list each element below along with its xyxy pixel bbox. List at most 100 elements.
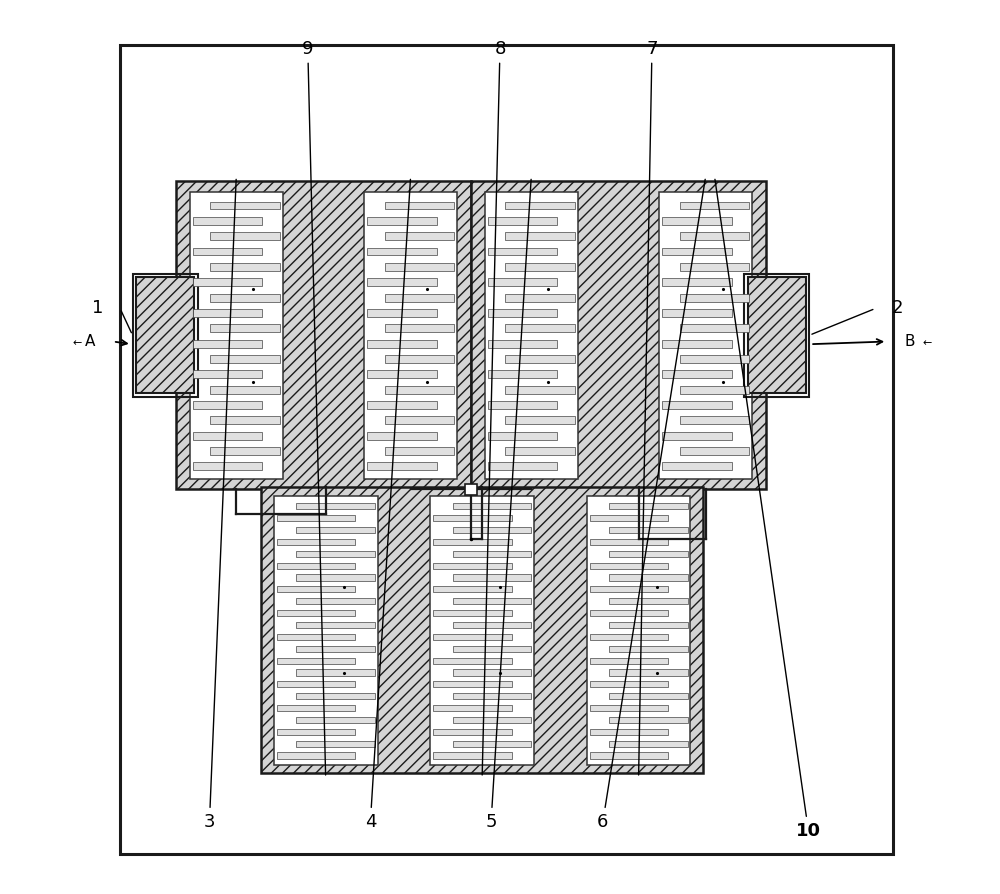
- Bar: [193, 340, 262, 348]
- Bar: [277, 562, 355, 569]
- Bar: [433, 729, 512, 735]
- Bar: [385, 325, 454, 333]
- Bar: [176, 181, 471, 490]
- Bar: [488, 308, 557, 316]
- Bar: [296, 503, 375, 510]
- Text: ←: ←: [73, 338, 82, 348]
- Bar: [296, 598, 375, 604]
- Bar: [488, 401, 557, 409]
- Bar: [505, 447, 575, 455]
- Bar: [367, 248, 437, 256]
- Text: 2: 2: [892, 299, 904, 317]
- Bar: [296, 622, 375, 628]
- Bar: [609, 598, 688, 604]
- Bar: [453, 622, 531, 628]
- Bar: [296, 693, 375, 699]
- Bar: [367, 432, 437, 440]
- Bar: [277, 634, 355, 640]
- Bar: [277, 586, 355, 593]
- Bar: [296, 645, 375, 652]
- Text: 8: 8: [482, 39, 506, 775]
- Bar: [385, 385, 454, 393]
- Bar: [193, 278, 262, 286]
- Bar: [367, 217, 437, 224]
- Text: 7: 7: [639, 39, 658, 775]
- Bar: [505, 293, 575, 301]
- Bar: [609, 622, 688, 628]
- Bar: [385, 293, 454, 301]
- Bar: [277, 539, 355, 545]
- Bar: [210, 385, 280, 393]
- Bar: [680, 325, 749, 333]
- Bar: [210, 263, 280, 271]
- Bar: [210, 232, 280, 240]
- Bar: [505, 325, 575, 333]
- Bar: [296, 527, 375, 533]
- Bar: [505, 232, 575, 240]
- Bar: [296, 575, 375, 580]
- Bar: [680, 293, 749, 301]
- Bar: [433, 681, 512, 687]
- Bar: [364, 192, 457, 478]
- Bar: [210, 355, 280, 363]
- Bar: [193, 248, 262, 256]
- Bar: [485, 192, 578, 478]
- Bar: [367, 340, 437, 348]
- Bar: [385, 232, 454, 240]
- Bar: [744, 274, 809, 397]
- Bar: [471, 181, 766, 490]
- Bar: [453, 527, 531, 533]
- Bar: [680, 447, 749, 455]
- Bar: [680, 355, 749, 363]
- Bar: [193, 401, 262, 409]
- Text: 4: 4: [365, 180, 410, 831]
- Bar: [505, 417, 575, 424]
- Bar: [465, 484, 477, 495]
- Bar: [433, 705, 512, 711]
- Bar: [659, 192, 752, 478]
- Bar: [609, 503, 688, 510]
- Bar: [662, 278, 732, 286]
- Bar: [505, 201, 575, 209]
- Bar: [662, 432, 732, 440]
- Bar: [662, 370, 732, 378]
- Bar: [296, 670, 375, 676]
- Bar: [488, 340, 557, 348]
- Bar: [590, 539, 668, 545]
- Bar: [662, 401, 732, 409]
- Bar: [277, 705, 355, 711]
- Bar: [453, 717, 531, 723]
- Bar: [453, 575, 531, 580]
- Bar: [433, 753, 512, 759]
- Bar: [433, 515, 512, 521]
- Bar: [120, 45, 893, 854]
- Bar: [277, 657, 355, 663]
- Bar: [609, 740, 688, 746]
- Text: 1: 1: [92, 299, 103, 317]
- Bar: [662, 248, 732, 256]
- Bar: [505, 385, 575, 393]
- Bar: [680, 232, 749, 240]
- Bar: [193, 432, 262, 440]
- Text: B: B: [904, 334, 915, 349]
- Bar: [662, 462, 732, 470]
- Bar: [210, 201, 280, 209]
- Bar: [385, 447, 454, 455]
- Bar: [433, 634, 512, 640]
- Bar: [488, 370, 557, 378]
- Bar: [505, 263, 575, 271]
- Bar: [680, 263, 749, 271]
- Text: 5: 5: [485, 180, 531, 831]
- Bar: [590, 610, 668, 616]
- Bar: [277, 610, 355, 616]
- Bar: [590, 562, 668, 569]
- Bar: [590, 515, 668, 521]
- Bar: [590, 634, 668, 640]
- Text: 9: 9: [302, 39, 326, 775]
- Bar: [385, 263, 454, 271]
- Bar: [609, 527, 688, 533]
- Bar: [433, 586, 512, 593]
- Bar: [590, 753, 668, 759]
- Bar: [680, 201, 749, 209]
- Bar: [385, 417, 454, 424]
